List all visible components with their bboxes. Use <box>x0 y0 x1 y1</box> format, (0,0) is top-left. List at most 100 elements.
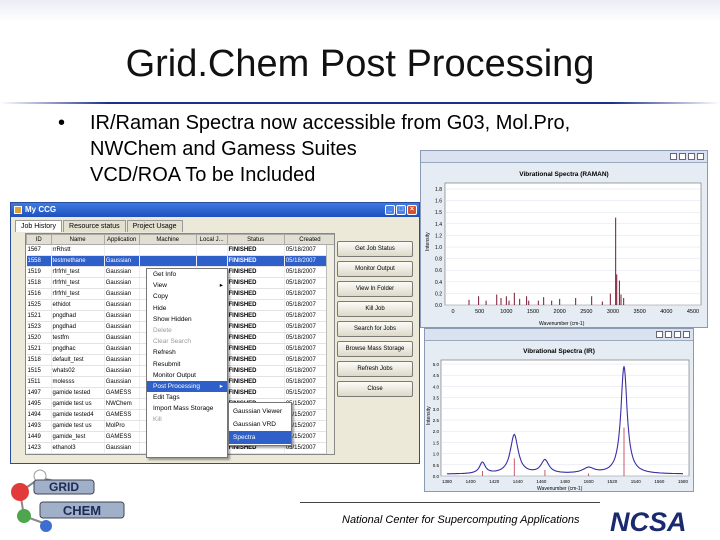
raman-toolbar <box>421 151 707 163</box>
cell-created: 05/18/2007 <box>284 376 334 388</box>
cell-name: gamide tested4 <box>51 409 105 421</box>
context-menu-label: Resubmit <box>153 360 181 368</box>
table-scrollbar[interactable] <box>326 245 334 454</box>
action-button[interactable]: View In Folder <box>337 281 413 297</box>
context-menu-item[interactable]: Resubmit <box>147 359 227 370</box>
ir-x-tick: 1400 <box>466 479 477 484</box>
raman-x-tick: 1500 <box>527 309 539 315</box>
cell-status: FINISHED <box>227 288 285 300</box>
context-menu-label: Clear Search <box>153 338 191 346</box>
submenu-item[interactable]: Gaussian VRD <box>233 421 276 428</box>
tab-project-usage[interactable]: Project Usage <box>126 220 183 232</box>
context-menu-label: Post Processing <box>153 382 200 390</box>
ir-x-tick: 1520 <box>607 479 618 484</box>
ir-spectra-window: Vibrational Spectra (IR) 5.0 4.5 4.0 3.5 3.0… <box>424 328 694 492</box>
context-menu-item[interactable]: Kill <box>147 414 227 425</box>
ir-x-tick: 1540 <box>631 479 642 484</box>
title-rule <box>0 102 720 104</box>
context-menu-item[interactable]: Get Info <box>147 269 227 280</box>
ir-y-tick: 2.5 <box>433 418 440 423</box>
action-button[interactable]: Get Job Status <box>337 241 413 257</box>
bullet-line-2: NWChem and Gamess Suites <box>90 138 357 160</box>
cell-created: 05/18/2007 <box>284 343 334 355</box>
ir-tool-icon[interactable] <box>674 331 681 338</box>
window-titlebar[interactable]: My CCG _ □ × <box>11 203 419 217</box>
raman-plot-area <box>444 182 702 306</box>
context-menu-item[interactable]: Hide <box>147 303 227 314</box>
cell-id: 1525 <box>26 299 52 311</box>
ir-x-tick: 1560 <box>654 479 665 484</box>
ir-xlabel: Wavenumber (cm-1) <box>537 486 583 492</box>
ir-plot-area <box>440 359 690 477</box>
cell-app: GAMESS <box>104 431 140 443</box>
ir-toolbar <box>425 329 693 341</box>
molecule-atom <box>11 483 29 501</box>
column-header[interactable]: Status <box>226 234 285 245</box>
context-menu-item[interactable]: Delete <box>147 325 227 336</box>
raman-y-tick: 0.8 <box>435 257 442 263</box>
context-menu-label: Show Hidden <box>153 315 192 323</box>
cell-status: FINISHED <box>227 321 285 333</box>
footer-text: National Center for Supercomputing Appli… <box>342 514 580 526</box>
context-menu-item[interactable]: Show Hidden <box>147 314 227 325</box>
cell-machine <box>139 255 197 267</box>
ir-close-icon[interactable] <box>683 331 690 338</box>
cell-name: rfrfrhl_test <box>51 266 105 278</box>
context-menu-item[interactable]: Post Processing ▸ <box>147 380 227 393</box>
context-menu-item[interactable]: Clear Search <box>147 336 227 347</box>
raman-close-icon[interactable] <box>697 153 704 160</box>
cell-local <box>196 244 228 256</box>
context-menu-item[interactable]: Monitor Output <box>147 370 227 381</box>
raman-tool-icon[interactable] <box>688 153 695 160</box>
context-menu-label: Monitor Output <box>153 371 196 379</box>
submenu-item[interactable]: Gaussian Viewer <box>233 408 283 415</box>
minimize-icon[interactable]: _ <box>385 205 395 215</box>
ir-y-tick: 3.0 <box>433 407 440 412</box>
molecule-atom <box>40 520 52 532</box>
raman-tool-icon[interactable] <box>670 153 677 160</box>
window-title: My CCG <box>25 205 57 214</box>
column-header[interactable]: Local J... <box>195 234 228 245</box>
column-header[interactable]: Created <box>283 234 334 245</box>
action-button[interactable]: Close <box>337 381 413 397</box>
cell-app: Gaussian <box>104 376 140 388</box>
ir-tool-icon[interactable] <box>665 331 672 338</box>
cell-app: Gaussian <box>104 453 140 454</box>
context-menu-item[interactable]: Copy <box>147 291 227 302</box>
action-button[interactable]: Search for Jobs <box>337 321 413 337</box>
action-button[interactable]: Kill Job <box>337 301 413 317</box>
column-header[interactable]: Name <box>50 234 105 245</box>
maximize-icon[interactable]: □ <box>396 205 406 215</box>
action-button[interactable]: Refresh Jobs <box>337 361 413 377</box>
context-menu-item[interactable]: Refresh <box>147 347 227 358</box>
column-header[interactable]: ID <box>26 234 52 245</box>
close-icon[interactable]: × <box>407 205 417 215</box>
cell-name: rfrfrhl_test <box>51 288 105 300</box>
column-header[interactable]: Application <box>103 234 140 245</box>
cell-name: rfrfrhl_test <box>51 277 105 289</box>
job-action-buttons: Get Job Status Monitor Output View In Fold… <box>337 241 415 401</box>
table-row[interactable]: 1567 rrRhstt FINISHED 05/18/2007 <box>26 244 334 256</box>
tab-resource-status[interactable]: Resource status <box>63 220 126 232</box>
tab-job-history[interactable]: Job History <box>15 220 63 232</box>
ir-tool-icon[interactable] <box>656 331 663 338</box>
cell-app: Gaussian <box>104 343 140 355</box>
table-row[interactable]: 1558 testmethane Gaussian FINISHED 05/18/200… <box>26 255 334 267</box>
raman-tool-icon[interactable] <box>679 153 686 160</box>
column-header[interactable]: Machine <box>138 234 197 245</box>
tab-bar: Job History Resource status Project Usag… <box>15 220 184 232</box>
context-menu-item[interactable]: Edit Tags <box>147 392 227 403</box>
action-button[interactable]: Monitor Output <box>337 261 413 277</box>
cell-name: ethanol3 <box>51 453 105 454</box>
action-button[interactable]: Browse Mass Storage <box>337 341 413 357</box>
context-menu-label: View <box>153 282 167 290</box>
context-menu-item[interactable]: View ▸ <box>147 280 227 291</box>
submenu-item[interactable]: Spectra <box>229 431 291 444</box>
raman-x-tick: 3500 <box>634 309 646 315</box>
ir-y-tick: 0.5 <box>433 463 440 468</box>
context-menu-item[interactable]: Import Mass Storage <box>147 403 227 414</box>
ir-x-tick: 1420 <box>489 479 500 484</box>
cell-app: Gaussian <box>104 365 140 377</box>
raman-x-tick: 4500 <box>687 309 699 315</box>
cell-name: gamide tested <box>51 387 105 399</box>
